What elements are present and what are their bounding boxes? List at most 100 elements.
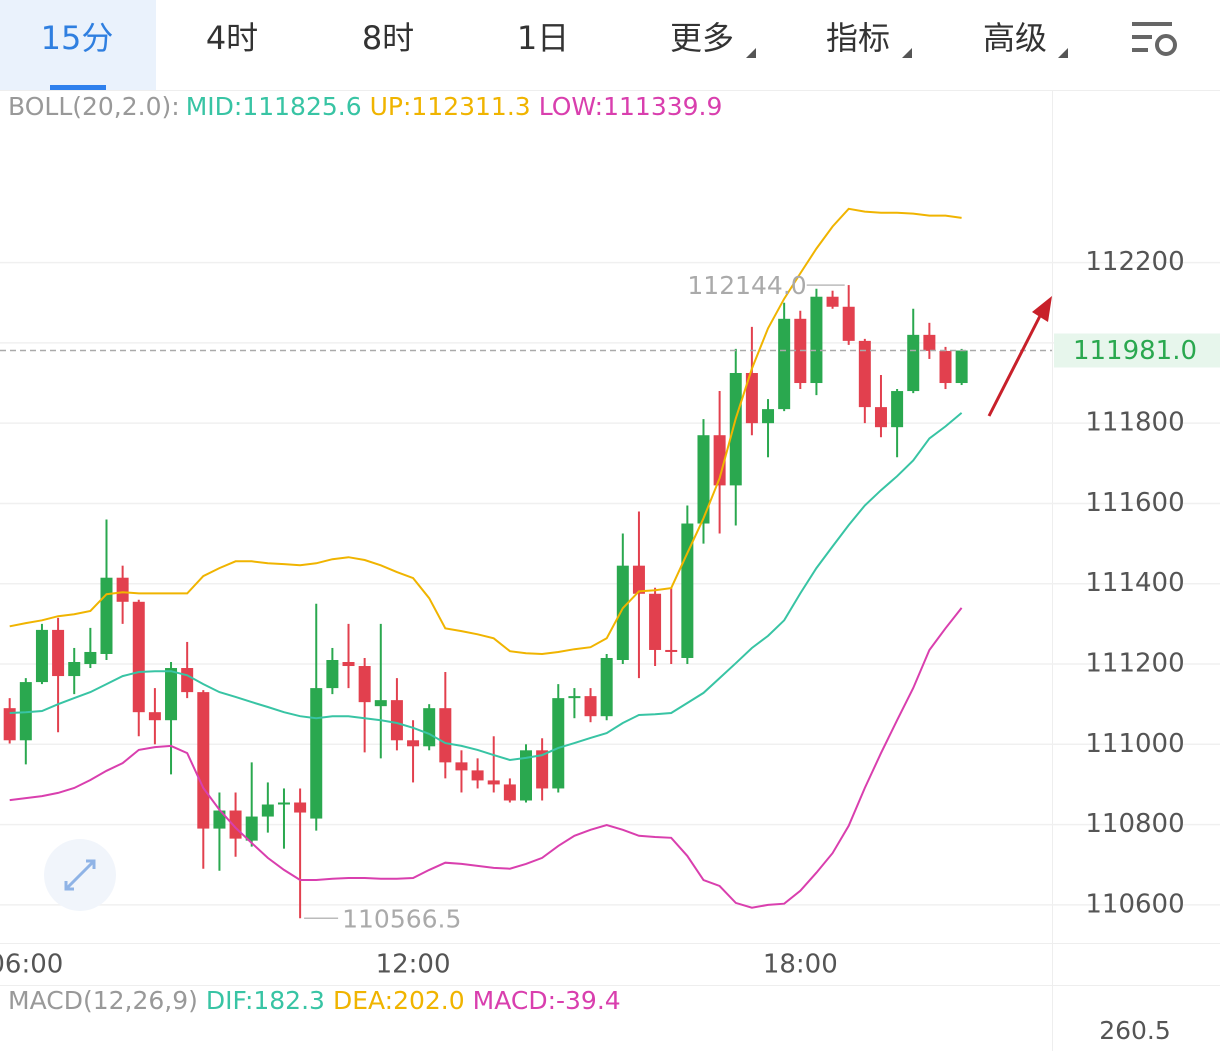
dropdown-marker [746, 48, 756, 58]
candle-body [197, 692, 210, 829]
candle-body [3, 708, 16, 741]
legend-dea: DEA:202.0 [333, 986, 465, 1015]
last-price-label: 111981.0 [1073, 336, 1197, 366]
candle-body [649, 593, 662, 650]
candle-body [390, 700, 403, 741]
candle-body [923, 334, 936, 351]
active-tab-bg [0, 0, 156, 90]
candle-body [229, 810, 242, 839]
candle-body [213, 810, 226, 829]
candle-body [842, 306, 855, 341]
sub-tick-label: 260.5 [1099, 1016, 1171, 1045]
legend-label: BOLL(20,2.0): [8, 92, 180, 121]
candle-body [810, 296, 823, 384]
candle-body [261, 804, 274, 817]
candle-body [632, 565, 645, 594]
tab[interactable]: 1日 [517, 19, 569, 57]
candle-body [310, 688, 323, 819]
candle-body [762, 409, 775, 424]
y-tick-label: 110800 [1085, 809, 1184, 839]
candle-body [52, 629, 65, 677]
candle-body [826, 296, 839, 307]
legend-mid: MID:111825.6 [186, 92, 362, 121]
candle-body [778, 318, 791, 410]
tab[interactable]: 指标 [826, 19, 890, 57]
candle-body [697, 435, 710, 524]
tab[interactable]: 15分 [41, 19, 114, 57]
boll-low-line [9, 607, 963, 909]
candle-body [503, 784, 516, 801]
tab[interactable]: 4时 [206, 19, 258, 57]
candle-body [19, 682, 32, 741]
candle-body [955, 350, 968, 384]
y-tick-label: 111400 [1085, 568, 1184, 598]
candle-body [68, 662, 81, 677]
x-tick-label: 18:00 [763, 950, 838, 980]
candle-body [874, 407, 887, 428]
candle-body [342, 662, 355, 667]
candle-body [35, 629, 48, 683]
candle-body [100, 577, 113, 654]
y-tick-label: 112200 [1085, 247, 1184, 277]
tab[interactable]: 更多 [670, 19, 734, 57]
candle-body [245, 816, 258, 841]
candle-body [84, 651, 97, 665]
x-tick-label: 12:00 [376, 950, 451, 980]
y-tick-label: 111600 [1085, 488, 1184, 518]
low-annotation: 110566.5 [342, 904, 461, 933]
candle-body [471, 770, 484, 781]
legend-macd: MACD:-39.4 [473, 986, 621, 1015]
settings-icon[interactable] [1132, 22, 1177, 56]
indicator-legend: BOLL(20,2.0): MID:111825.6 UP:112311.3 LOW:… [8, 92, 722, 121]
y-tick-label: 111800 [1085, 408, 1184, 438]
plot: 110600 110800 111000 111200 111400 111600 1118… [0, 207, 1220, 980]
candle-body [455, 762, 468, 771]
dropdown-marker [1058, 48, 1068, 58]
y-tick-label: 110600 [1085, 889, 1184, 919]
candle-body [907, 334, 920, 392]
legend-dif: DIF:182.3 [206, 986, 325, 1015]
candle-body [181, 668, 194, 693]
last-price-box [1054, 333, 1220, 368]
y-tick-label: 111000 [1085, 729, 1184, 759]
x-tick-label: 06:00 [0, 950, 63, 980]
candle-body [536, 750, 549, 789]
candle-body [745, 372, 758, 424]
candle-body [165, 668, 178, 721]
candle-body [891, 391, 904, 428]
candle-body [423, 708, 436, 747]
tab[interactable]: 高级 [983, 19, 1047, 57]
candle-body [858, 340, 871, 408]
boll-mid-line [9, 412, 963, 762]
legend-up: UP:112311.3 [370, 92, 531, 121]
candle-body [729, 372, 742, 486]
candle-body [600, 657, 613, 717]
legend-low: LOW:111339.9 [539, 92, 723, 121]
candle-body [487, 780, 500, 785]
legend-label: MACD(12,26,9) [8, 986, 198, 1015]
candle-body [358, 666, 371, 703]
y-tick-label: 111200 [1085, 649, 1184, 679]
sub-legend: MACD(12,26,9) DIF:182.3 DEA:202.0 MACD:-39.… [8, 986, 621, 1015]
candle-body [713, 435, 726, 486]
candle-body [407, 740, 420, 747]
candle-body [665, 649, 678, 652]
candle-body [326, 660, 339, 689]
tab[interactable]: 8时 [362, 19, 414, 57]
expand-button[interactable] [44, 839, 116, 911]
candle-body [520, 750, 532, 801]
trend-arrow [987, 296, 1052, 417]
candle-body [584, 696, 597, 717]
candle-body [374, 700, 387, 707]
candle-body [439, 708, 452, 763]
high-annotation: 112144.0 [687, 271, 806, 300]
boll-up-line [9, 207, 962, 656]
candle-body [681, 523, 694, 658]
candle-body [294, 802, 307, 813]
dropdown-marker [902, 48, 912, 58]
candle-body [116, 577, 129, 602]
candle-body [939, 350, 952, 384]
candle-body [277, 802, 290, 805]
